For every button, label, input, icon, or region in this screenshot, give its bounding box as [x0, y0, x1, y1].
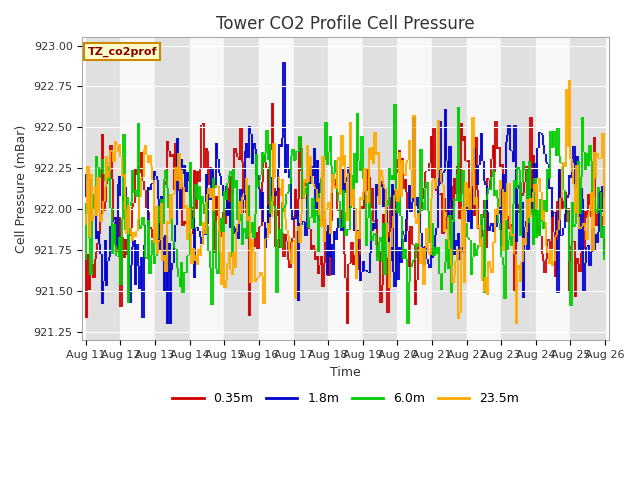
- Y-axis label: Cell Pressure (mBar): Cell Pressure (mBar): [15, 125, 28, 253]
- Bar: [363, 37, 397, 340]
- X-axis label: Time: Time: [330, 366, 361, 379]
- Bar: [432, 37, 467, 340]
- Bar: [536, 37, 570, 340]
- Bar: [467, 37, 501, 340]
- Bar: [397, 37, 432, 340]
- Bar: [259, 37, 294, 340]
- Bar: [120, 37, 155, 340]
- Bar: [501, 37, 536, 340]
- Bar: [86, 37, 120, 340]
- Legend: 0.35m, 1.8m, 6.0m, 23.5m: 0.35m, 1.8m, 6.0m, 23.5m: [167, 387, 524, 410]
- Bar: [570, 37, 605, 340]
- Bar: [294, 37, 328, 340]
- Bar: [224, 37, 259, 340]
- Title: Tower CO2 Profile Cell Pressure: Tower CO2 Profile Cell Pressure: [216, 15, 475, 33]
- Bar: [189, 37, 224, 340]
- Text: TZ_co2prof: TZ_co2prof: [88, 47, 157, 57]
- Bar: [155, 37, 189, 340]
- Bar: [328, 37, 363, 340]
